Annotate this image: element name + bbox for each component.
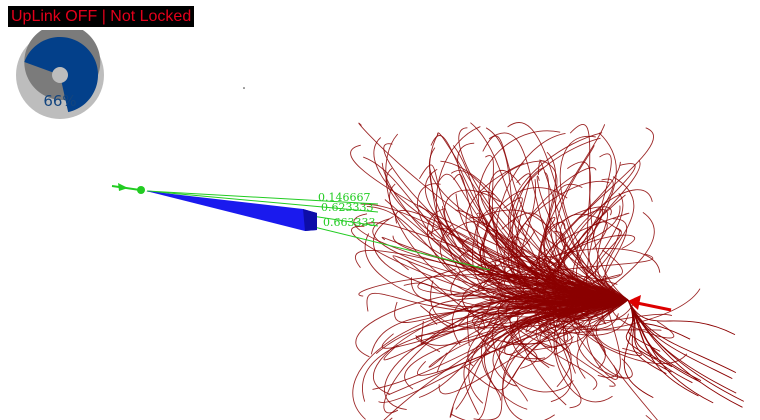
trail-strand [373,137,629,301]
trail-strand [504,294,629,355]
trail-strand [505,292,629,350]
trail-strand [627,299,673,368]
ownship-arrow-icon [118,183,128,191]
link-line-2 [146,190,379,213]
trail-strand [627,299,736,336]
trail-strand [576,299,629,379]
trail-strand [537,161,629,301]
link-line-4 [309,225,491,271]
trail-strand [535,299,629,390]
trail-strand [627,299,743,408]
trail-strand [602,299,673,321]
trail-strand [479,209,629,301]
sensor-cone [146,191,317,231]
trail-strand [578,209,629,301]
trail-strand [567,161,629,301]
trail-strand [358,274,629,301]
gauge-hub [52,67,68,83]
contact-trail-cloud [350,122,745,420]
sensor-cone-end [303,209,317,231]
trail-strand [406,259,629,328]
trail-strand [509,137,629,301]
distance-label-2: 0.623333 [321,201,374,214]
contact-heading-line [636,301,672,312]
trail-strand [392,235,629,301]
uplink-status-banner: UpLink OFF | Not Locked [8,6,195,27]
trail-strand [473,299,629,420]
trail-strand [483,187,629,306]
trail-strand [508,132,629,301]
trail-strand [510,167,629,302]
trail-strand [427,228,629,301]
trail-strand [523,248,629,322]
trail-strand [559,135,629,301]
trail-strand [517,290,629,406]
contact-arrow-icon [628,295,641,310]
gauge-percent-label: 66% [43,92,77,110]
distance-label-3: 0.663333 [323,216,376,229]
trail-strand [595,227,629,301]
trail-strand [477,273,629,301]
trail-strand [550,296,629,403]
trail-strand [436,299,629,373]
trail-strand [384,299,629,411]
trail-strand [492,297,629,402]
trail-strand [524,222,629,301]
trail-strand [627,299,737,394]
distance-labels: 0.146667 0.623333 0.663333 [318,191,376,229]
trail-strand [623,299,654,399]
contact-marker[interactable] [628,295,672,312]
trail-strand [539,299,629,322]
trail-strand [514,233,629,304]
trail-strand [430,280,629,329]
trail-strand [452,278,629,346]
trail-strand [383,298,629,361]
trail-strand [577,299,633,379]
gauge-dial [16,30,104,119]
trail-strand [544,216,629,301]
trail-strand [415,299,629,353]
ownship-marker[interactable] [111,183,317,231]
trail-strand [503,197,629,306]
trail-strand [489,292,629,302]
link-line-1 [146,190,379,205]
trail-strand [586,299,629,380]
trail-strand [576,221,629,301]
progress-gauge: 66% [15,30,105,120]
stray-point [243,87,245,89]
trail-strand [597,289,629,378]
trail-strand [569,124,629,301]
trail-strand [540,161,629,301]
trail-strand [511,167,629,308]
trail-strand [555,145,629,301]
trail-strand [544,253,654,301]
trail-strand [351,225,629,312]
trail-strand [362,299,629,402]
distance-label-1: 0.146667 [318,191,371,204]
trail-strand [512,299,629,379]
ownship-dot [137,186,145,194]
trail-strand [450,170,629,301]
